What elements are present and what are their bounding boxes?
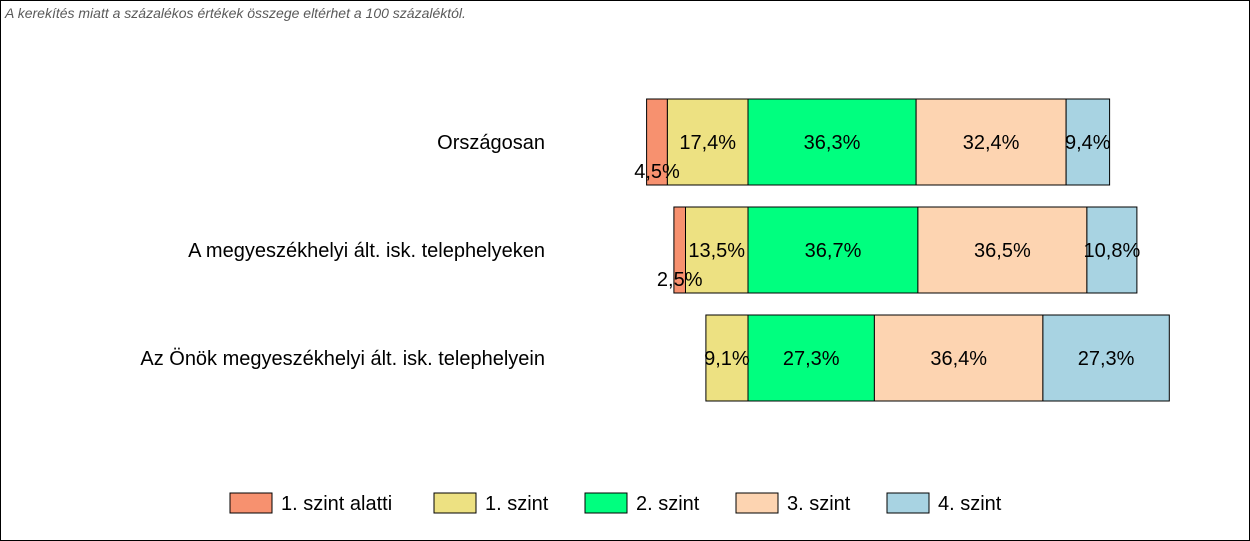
value-label-1-szint-1: 17,4% [679, 132, 736, 154]
legend-swatch-1-szint [433, 492, 477, 514]
value-label-3-szint-3: 36,4% [930, 348, 987, 370]
legend-swatch-3-szint [735, 492, 779, 514]
value-label-2-szint-3: 27,3% [783, 348, 840, 370]
legend-label-4-szint: 4. szint [938, 493, 1002, 515]
bar-segment-4-szint-3 [1042, 314, 1170, 402]
value-label-1-szint-2: 13,5% [688, 240, 745, 262]
bar-segment-3-szint-2 [917, 206, 1088, 294]
legend-label-2-szint: 2. szint [636, 493, 700, 515]
bar-segment-1-szint-2 [685, 206, 749, 294]
value-label-4-szint-1: 9,4% [1065, 132, 1111, 154]
category-label-2: A megyeszékhelyi ált. isk. telephelyeken [188, 240, 545, 262]
value-label-3-szint-1: 32,4% [963, 132, 1020, 154]
value-label-2-szint-1: 36,3% [804, 132, 861, 154]
bars-layer [646, 98, 1170, 402]
bar-segment-2-szint-2 [747, 206, 919, 294]
legend-swatch-4-szint [886, 492, 930, 514]
category-labels-layer: Országosan A megyeszékhelyi ált. isk. tel… [140, 132, 545, 370]
bar-segment-3-szint-3 [873, 314, 1044, 402]
value-label-4-szint-3: 27,3% [1078, 348, 1135, 370]
value-label-2-szint-2: 36,7% [805, 240, 862, 262]
value-labels-layer: 4,5% 17,4% 36,3% 32,4% 9,4% 2,5% 13,5% 36,7% 36,… [634, 132, 1140, 370]
value-label-1-szint-3: 9,1% [704, 348, 750, 370]
bar-segment-3-szint-1 [915, 98, 1067, 186]
value-label-1-szint-alatti-2: 2,5% [657, 269, 703, 291]
legend: 1. szint alatti 1. szint 2. szint 3. szint 4… [229, 492, 1002, 515]
bar-segment-4-szint-2 [1086, 206, 1138, 294]
bar-segment-1-szint-1 [666, 98, 749, 186]
bar-segment-1-szint-3 [705, 314, 749, 402]
legend-label-1-szint: 1. szint [485, 493, 549, 515]
category-label-3: Az Önök megyeszékhelyi ált. isk. telephe… [140, 348, 545, 370]
value-label-4-szint-2: 10,8% [1084, 240, 1141, 262]
value-label-3-szint-2: 36,5% [974, 240, 1031, 262]
legend-swatch-2-szint [584, 492, 628, 514]
legend-swatch-1-szint-alatti [229, 492, 273, 514]
bar-segment-4-szint-1 [1065, 98, 1111, 186]
category-label-1: Országosan [437, 132, 545, 154]
legend-label-3-szint: 3. szint [787, 493, 851, 515]
rounding-note: A kerekítés miatt a százalékos értékek ö… [5, 5, 466, 21]
bar-segment-2-szint-3 [747, 314, 875, 402]
value-label-1-szint-alatti-1: 4,5% [634, 161, 680, 183]
legend-label-1-szint-alatti: 1. szint alatti [281, 493, 392, 515]
